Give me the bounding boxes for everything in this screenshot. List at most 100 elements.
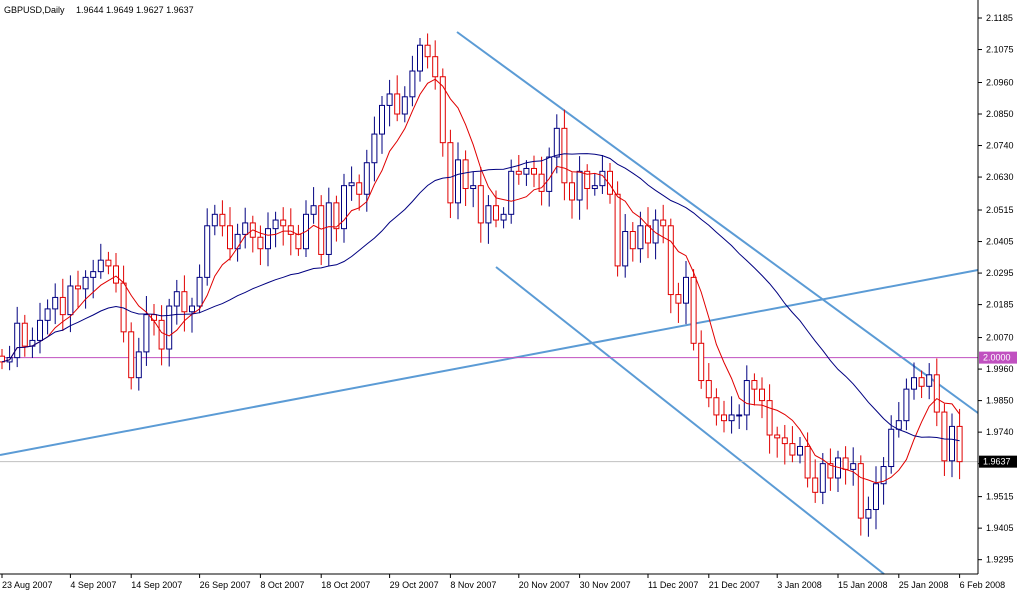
candle [903,378,910,431]
candle-body [903,388,910,422]
candle [135,337,142,391]
candle [75,270,81,308]
moving-averages [1,78,961,484]
candle [523,160,530,186]
candle [493,190,499,228]
candle [561,109,568,201]
candle-body [561,127,568,184]
candle [637,211,644,263]
candle [257,225,264,266]
candle [485,195,492,244]
candle [789,426,796,463]
candle-body [850,463,857,470]
candle-body [59,296,66,316]
trendline-2 [456,31,979,414]
candle [59,278,66,331]
candle [743,365,750,431]
candle-body [189,305,195,313]
candle [128,322,135,390]
candle [462,150,469,207]
candle [470,171,477,208]
x-tick-label: 6 Feb 2008 [960,580,1006,590]
candle [538,156,545,206]
x-tick-label: 4 Sep 2007 [70,580,116,590]
candle [500,207,507,229]
y-tick-label: 2.0960 [986,77,1014,87]
candle-body [135,351,142,379]
candle-body [348,182,355,187]
candle [379,95,385,154]
candle [44,299,51,335]
candle-body [591,185,598,190]
candle-body [493,205,499,221]
candle-body [911,377,917,390]
candle-body [386,93,393,106]
candle-body [470,185,477,190]
candle [797,437,803,464]
candle-body [637,225,644,250]
candle [234,223,241,262]
candle-body [310,205,317,215]
candle-body [173,291,180,307]
y-tick-label: 2.0070 [986,333,1014,343]
ma-slow-line [1,153,960,442]
candle [918,370,925,399]
candle [774,426,781,458]
candle-body [75,285,81,290]
candle [196,264,203,314]
candle-body [455,159,461,204]
candle [166,298,173,367]
candle-body [698,342,705,382]
candle-body [272,219,279,230]
candle [941,403,948,476]
candle-body [599,170,606,187]
candle-body [211,213,218,227]
candle-body [683,276,689,304]
chart-symbol: GBPUSD,Daily [4,5,65,15]
candle [911,362,917,400]
candle-body [538,173,545,192]
candle [318,195,325,266]
y-tick-label: 1.9740 [986,427,1014,437]
candle [113,253,119,293]
candle-body [690,276,697,344]
candle [614,181,621,277]
level-tag-bg [979,455,1017,468]
candle [926,363,933,400]
candle-body [933,374,940,413]
candle [287,208,294,256]
candles [0,33,963,537]
candle-body [804,445,811,479]
candle-body [227,225,233,250]
x-tick-label: 3 Jan 2008 [777,580,822,590]
candle-body [21,322,28,347]
candle-body [857,463,864,519]
candle-body [401,96,408,115]
candle-body [280,219,287,227]
candle [728,396,735,434]
candle [949,413,955,478]
candle [759,377,765,419]
candle [531,155,537,188]
candle-body [873,483,879,511]
candle-body [356,182,363,195]
candle [14,306,21,368]
candle [386,79,393,127]
candle [827,448,834,491]
candle [850,447,857,486]
y-tick-label: 2.0405 [986,237,1014,247]
x-tick-label: 8 Oct 2007 [260,580,304,590]
candle [280,207,287,246]
candle-body [508,170,515,215]
candle [652,209,659,260]
x-tick-label: 14 Sep 2007 [131,580,182,590]
candle [683,261,689,325]
candle-body [949,425,955,462]
candle [371,116,378,182]
candle-body [728,414,735,422]
candle [173,279,180,325]
candle [781,424,788,465]
candle-body [234,233,241,250]
candle-body [295,233,302,250]
